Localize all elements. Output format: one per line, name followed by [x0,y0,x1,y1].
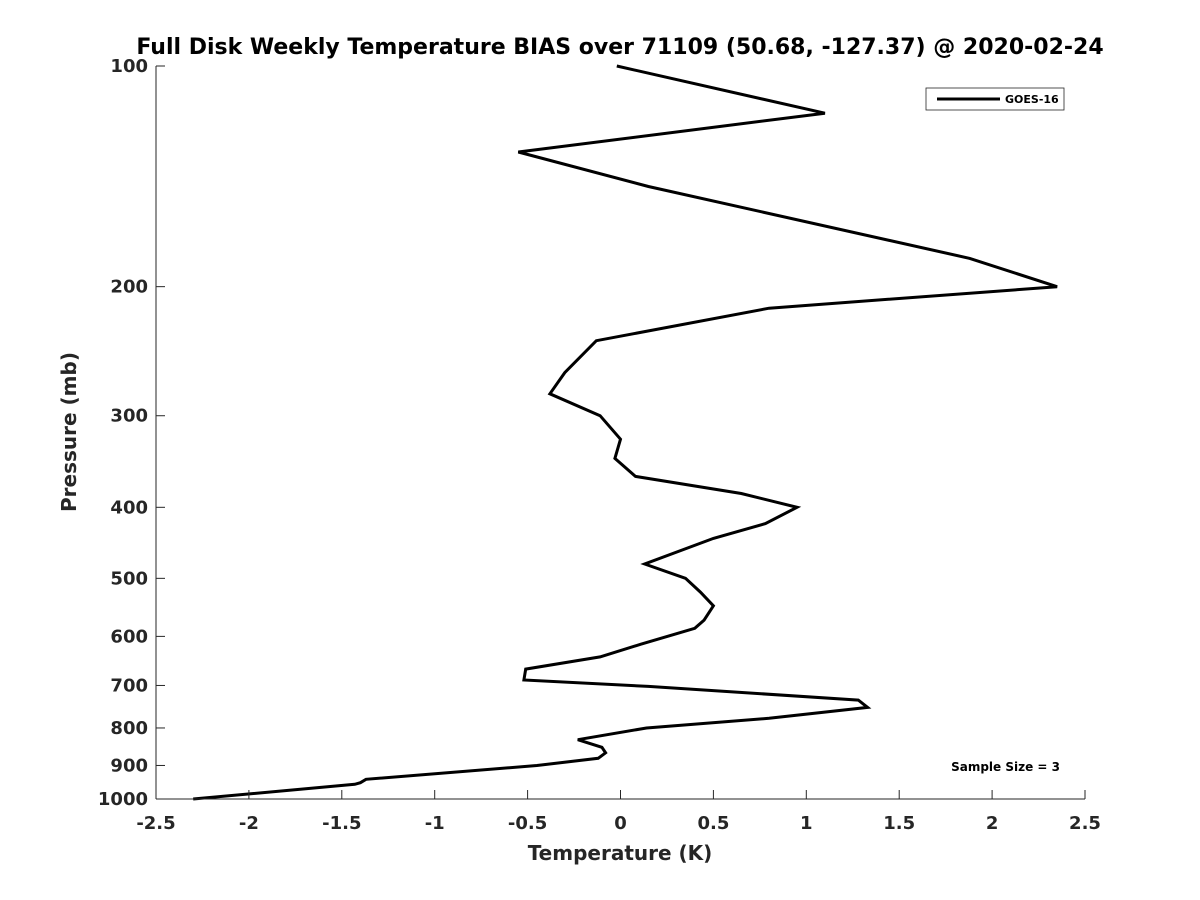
y-tick-label: 100 [110,56,148,77]
x-tick-label: 1 [800,813,813,834]
y-tick-label: 900 [110,755,148,776]
series-line-goes-16 [193,64,1058,801]
x-tick-label: 2 [986,813,999,834]
legend-entry-label: GOES-16 [1005,93,1059,106]
y-tick-label: 600 [110,626,148,647]
y-tick-label: 1000 [98,789,148,810]
legend: GOES-16 [925,87,1065,111]
y-tick-label: 500 [110,568,148,589]
sample-size-annotation: Sample Size = 3 [951,760,1060,774]
x-tick-label: -2.5 [136,813,175,834]
x-tick-label: -1.5 [322,813,361,834]
y-tick-label: 700 [110,675,148,696]
y-ticks: 100 200 300 400 500 600 700 800 900 1000 [98,56,165,810]
y-tick-label: 300 [110,406,148,427]
x-tick-label: 1.5 [883,813,915,834]
y-tick-label: 200 [110,277,148,298]
x-tick-label: -1 [425,813,445,834]
y-axis-label: Pressure (mb) [57,352,81,512]
x-ticks: -2.5 -2 -1.5 -1 -0.5 0 0.5 1 1.5 2 2.5 [136,790,1101,834]
data-layer [193,64,1058,801]
x-tick-label: -2 [239,813,259,834]
plot-area [156,66,1085,799]
y-tick-label: 800 [110,718,148,739]
x-tick-label: 2.5 [1069,813,1101,834]
x-tick-label: 0.5 [697,813,729,834]
chart-title: Full Disk Weekly Temperature BIAS over 7… [136,35,1103,60]
x-tick-label: -0.5 [508,813,547,834]
x-axis-label: Temperature (K) [528,841,713,865]
y-tick-label: 400 [110,497,148,518]
x-tick-label: 0 [614,813,627,834]
